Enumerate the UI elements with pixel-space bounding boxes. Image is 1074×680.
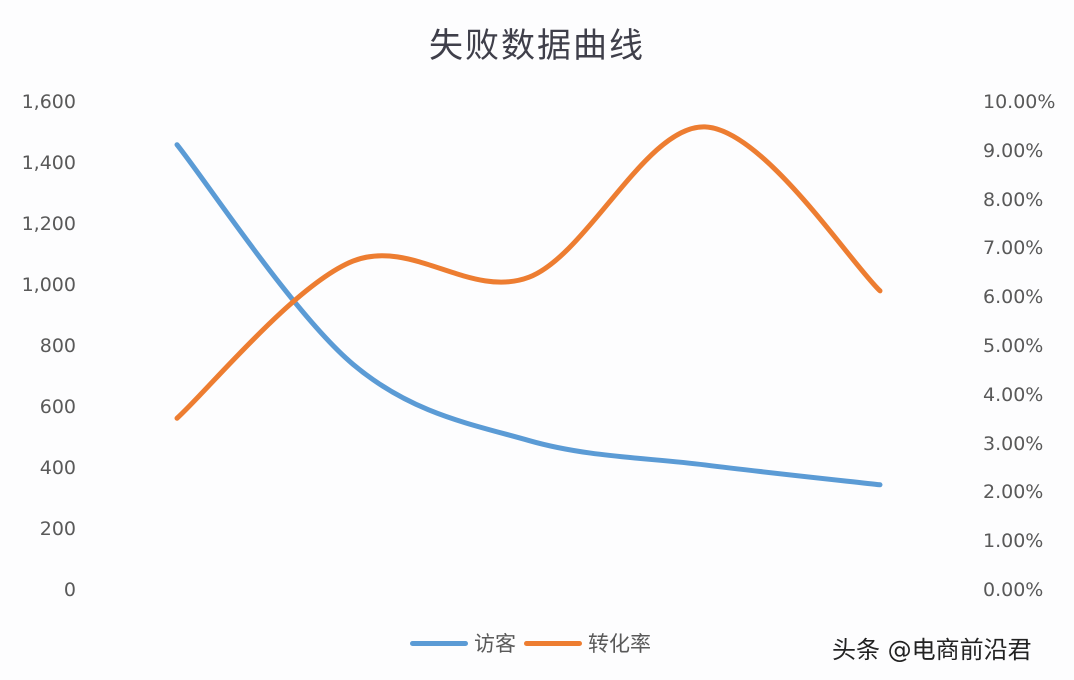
series-line-conversion-rate — [174, 124, 883, 421]
chart-title: 失败数据曲线 — [429, 26, 645, 66]
legend-label: 转化率 — [588, 632, 651, 656]
right-axis-tick: 0.00% — [983, 579, 1044, 601]
right-axis-tick: 4.00% — [983, 383, 1044, 406]
right-axis-tick: 2.00% — [983, 481, 1044, 504]
right-axis-tick: 8.00% — [983, 188, 1044, 211]
legend-item-visitors[interactable]: 访客 — [410, 628, 516, 658]
left-axis-tick: 400 — [39, 457, 76, 479]
legend-swatch-visitors — [410, 640, 468, 646]
left-axis-tick: 800 — [39, 335, 76, 357]
watermark: 头条 @电商前沿君 — [832, 636, 1032, 664]
left-axis-tick: 1,200 — [21, 213, 76, 235]
right-axis-tick: 3.00% — [983, 432, 1044, 455]
left-axis-tick: 1,400 — [21, 152, 76, 174]
left-axis-tick: 600 — [39, 396, 76, 418]
right-axis-tick: 10.00% — [983, 91, 1056, 113]
legend-label: 访客 — [474, 632, 516, 656]
left-axis-tick: 1,000 — [21, 274, 76, 296]
left-axis-tick: 200 — [39, 518, 76, 540]
left-axis-tick: 1,600 — [21, 91, 76, 113]
legend-swatch-conversion-rate — [524, 640, 582, 646]
right-axis-tick: 5.00% — [983, 335, 1044, 357]
series-line-visitors — [174, 142, 883, 488]
right-axis-tick: 1.00% — [983, 530, 1044, 553]
left-axis-tick: 0 — [63, 579, 76, 601]
legend: 访客 转化率 — [410, 626, 651, 660]
right-axis-tick: 7.00% — [983, 237, 1044, 260]
right-axis-tick: 6.00% — [983, 286, 1044, 309]
legend-item-conversion-rate[interactable]: 转化率 — [524, 628, 651, 658]
right-axis-tick: 9.00% — [983, 139, 1044, 162]
